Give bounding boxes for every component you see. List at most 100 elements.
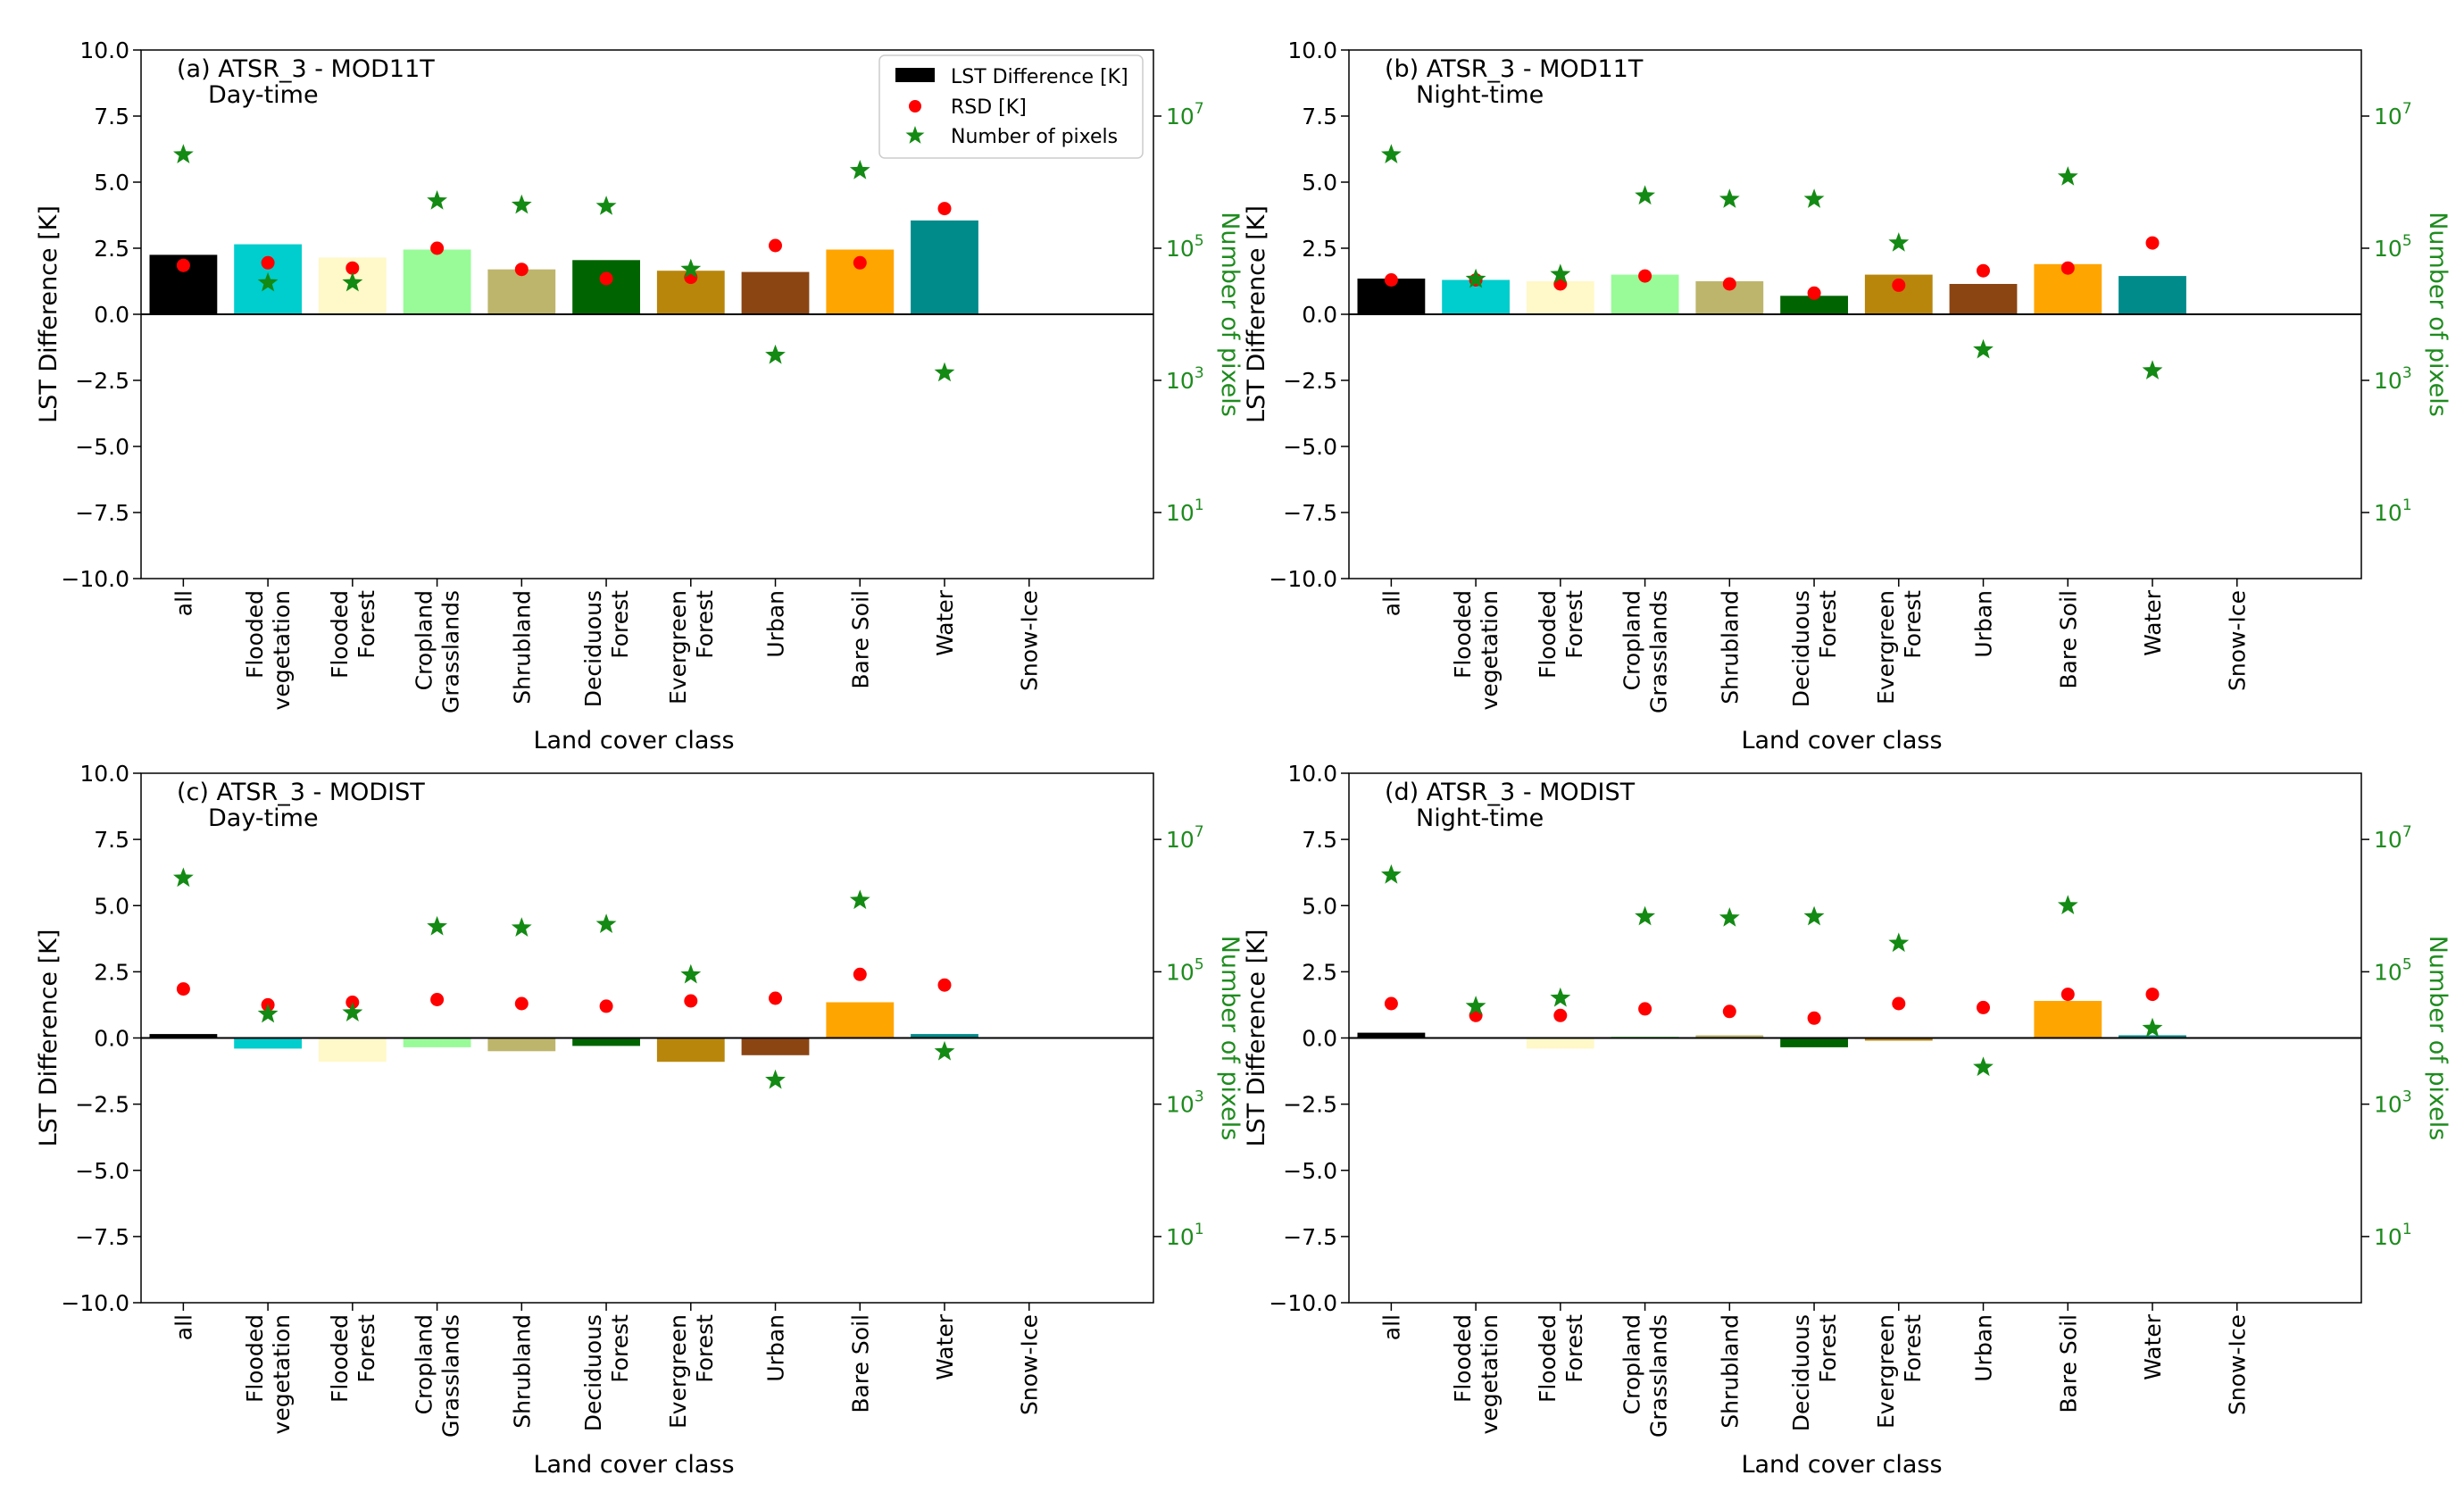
pixels-star-b-3 — [1635, 185, 1655, 205]
pixels-star-c-6 — [680, 963, 702, 984]
rsd-point-a-4 — [514, 263, 529, 277]
y-tick-label: −2.5 — [75, 1092, 129, 1118]
x-tick-label: Water — [2140, 1313, 2166, 1380]
y-axis-label: LST Difference [K] — [35, 929, 62, 1147]
y-tick-label: 5.0 — [1302, 893, 1337, 919]
y-tick-label: −7.5 — [1283, 1224, 1337, 1250]
x-tick-label: Bare Soil — [2055, 590, 2081, 689]
x-tick-label: Urban — [1971, 590, 1997, 658]
pixels-star-a-8 — [849, 160, 870, 179]
y-tick-label: −5.0 — [75, 1158, 129, 1184]
y2-tick-label: 107 — [1166, 100, 1204, 129]
x-tick-label: Bare Soil — [847, 1314, 873, 1413]
x-tick-label: Floodedvegetation — [1450, 1314, 1503, 1434]
pixels-star-d-3 — [1635, 905, 1655, 926]
pixels-star-d-4 — [1719, 907, 1740, 927]
x-tick-label: FloodedForest — [1535, 1314, 1587, 1403]
x-tick-label: FloodedForest — [327, 590, 379, 679]
y-tick-label: −10.0 — [1269, 1290, 1337, 1316]
panel-subtitle: Day-time — [208, 804, 319, 832]
y-tick-label: −7.5 — [75, 1224, 129, 1250]
y2-tick-label: 103 — [2374, 1088, 2412, 1118]
rsd-point-c-3 — [430, 993, 445, 1006]
rsd-point-c-4 — [514, 996, 529, 1011]
rsd-point-b-0 — [1384, 273, 1398, 287]
legend-pixels-swatch — [905, 126, 925, 144]
y-axis-label: LST Difference [K] — [35, 205, 62, 423]
y-tick-label: −10.0 — [61, 566, 129, 592]
x-tick-label: Shrubland — [1717, 1314, 1743, 1429]
rsd-point-d-8 — [2060, 988, 2075, 1002]
rsd-point-d-4 — [1722, 1004, 1736, 1019]
y-tick-label: 0.0 — [94, 1026, 129, 1052]
x-tick-label: EvergreenForest — [1873, 1314, 1926, 1429]
y-tick-label: 2.5 — [1302, 236, 1337, 262]
panel-subtitle: Night-time — [1416, 804, 1544, 832]
pixels-star-a-4 — [511, 194, 532, 214]
panel-title: (b) ATSR_3 - MOD11T — [1385, 55, 1644, 83]
rsd-point-a-9 — [937, 202, 952, 216]
bar-d-0 — [1357, 1032, 1426, 1038]
rsd-point-d-5 — [1807, 1011, 1821, 1025]
x-tick-label: DeciduousForest — [580, 590, 633, 707]
panel-subtitle: Night-time — [1416, 81, 1544, 109]
rsd-point-a-0 — [176, 258, 190, 272]
pixels-star-a-3 — [427, 190, 447, 210]
y2-tick-label: 103 — [2374, 364, 2412, 394]
pixels-star-b-0 — [1381, 144, 1402, 163]
legend-rsd-swatch — [909, 100, 921, 113]
x-tick-label: Urban — [1971, 1314, 1997, 1382]
x-tick-label: EvergreenForest — [665, 1314, 718, 1429]
y-tick-label: 10.0 — [79, 761, 129, 787]
pixels-star-c-3 — [427, 915, 447, 936]
y2-tick-label: 103 — [1166, 364, 1204, 394]
y-tick-label: 0.0 — [1302, 1026, 1337, 1052]
x-tick-label: Snow-Ice — [2225, 1314, 2251, 1415]
bar-c-6 — [656, 1038, 725, 1063]
pixels-star-a-7 — [765, 344, 786, 364]
x-tick-label: DeciduousForest — [580, 1314, 633, 1431]
bar-d-2 — [1526, 1038, 1594, 1049]
pixels-star-a-9 — [934, 362, 955, 382]
bar-c-7 — [741, 1038, 810, 1055]
rsd-point-d-7 — [1977, 1000, 1990, 1014]
x-tick-label: Urban — [763, 1314, 789, 1382]
x-tick-label: Shrubland — [1717, 590, 1743, 704]
panel-title: (a) ATSR_3 - MOD11T — [177, 55, 435, 83]
y2-axis-label: Number of pixels — [1216, 936, 1244, 1141]
rsd-point-a-8 — [853, 255, 867, 270]
legend-bar-swatch — [895, 68, 935, 82]
y-tick-label: −5.0 — [75, 434, 129, 460]
panel-subtitle: Day-time — [208, 81, 319, 109]
pixels-star-b-4 — [1719, 188, 1740, 208]
bar-c-8 — [826, 1002, 895, 1038]
x-tick-label: Shrubland — [509, 590, 535, 704]
rsd-point-d-3 — [1638, 1002, 1652, 1016]
y-tick-label: −2.5 — [1283, 368, 1337, 394]
legend-rsd-label: RSD [K] — [951, 96, 1027, 119]
rsd-point-d-2 — [1553, 1008, 1568, 1022]
y-tick-label: 0.0 — [94, 302, 129, 328]
y-tick-label: −7.5 — [1283, 500, 1337, 526]
y2-tick-label: 101 — [1166, 496, 1204, 526]
y2-tick-label: 107 — [1166, 823, 1204, 853]
y2-tick-label: 105 — [2374, 232, 2412, 262]
rsd-point-b-5 — [1807, 286, 1821, 300]
x-tick-label: CroplandGrasslands — [412, 590, 464, 713]
y-tick-label: 5.0 — [1302, 170, 1337, 196]
bar-a-4 — [487, 269, 556, 314]
pixels-star-a-5 — [595, 196, 617, 215]
pixels-star-d-5 — [1803, 905, 1825, 926]
y-tick-label: 5.0 — [94, 893, 129, 919]
y-tick-label: −5.0 — [1283, 434, 1337, 460]
pixels-star-d-7 — [1973, 1056, 1994, 1077]
x-tick-label: Bare Soil — [2055, 1314, 2081, 1413]
y-tick-label: −7.5 — [75, 500, 129, 526]
pixels-star-d-0 — [1381, 864, 1402, 884]
pixels-star-a-1 — [257, 271, 279, 292]
x-tick-label: Floodedvegetation — [1450, 590, 1503, 710]
y-tick-label: −10.0 — [1269, 566, 1337, 592]
y-tick-label: 7.5 — [94, 104, 129, 129]
rsd-point-b-9 — [2145, 236, 2160, 250]
